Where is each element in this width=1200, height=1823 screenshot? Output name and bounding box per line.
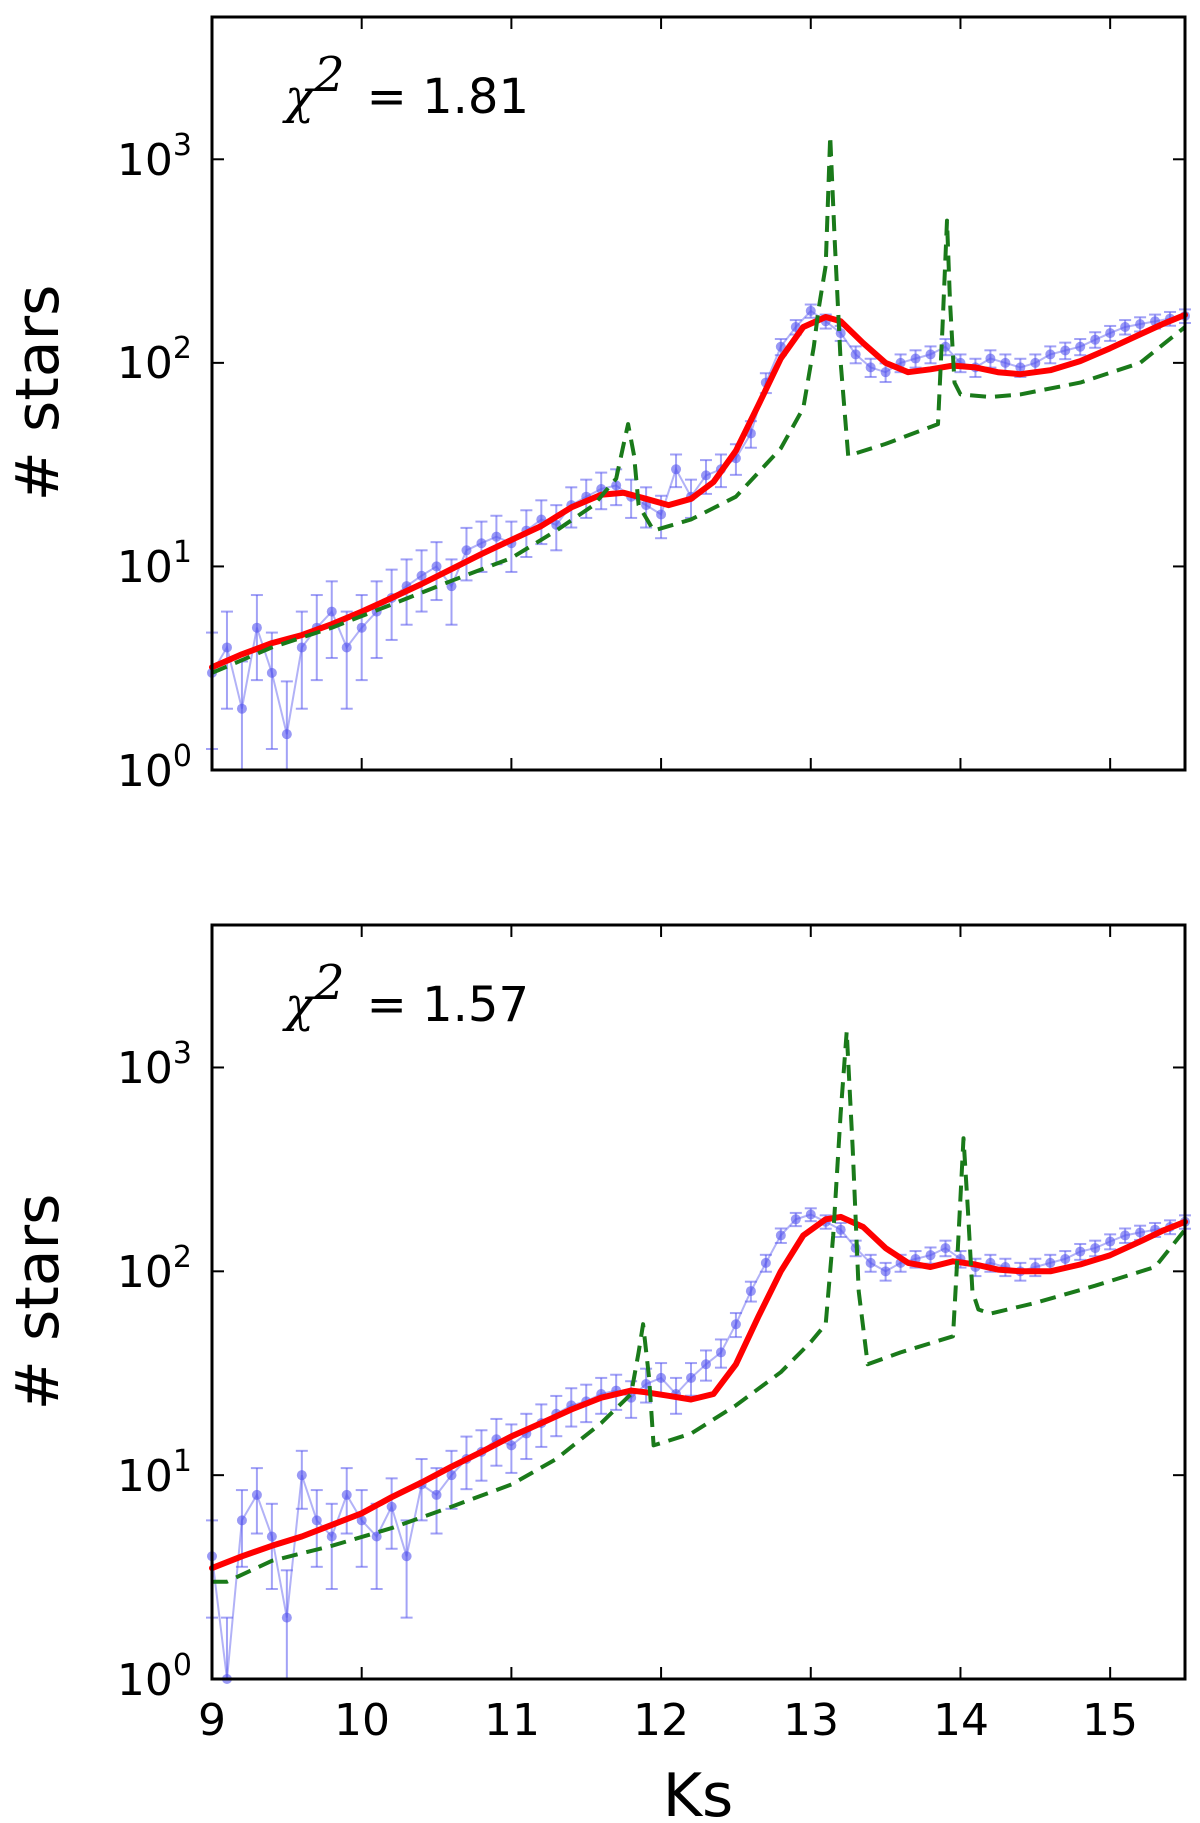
bottom-data-point	[430, 1467, 443, 1535]
bottom-data-point	[864, 1253, 877, 1273]
bottom-ytick-label-100: 102	[117, 1240, 192, 1298]
bottom-data-point	[774, 1227, 787, 1244]
top-data-point	[250, 594, 263, 682]
bottom-model-dashed-line	[212, 1029, 1187, 1584]
top-data-point	[1014, 357, 1027, 378]
top-ytick-label-100: 102	[117, 331, 192, 389]
chart-panel-top: 100 101 102 103 # stars χ2 = 1.81	[3, 15, 1191, 797]
bottom-data-point	[250, 1467, 263, 1535]
bottom-model-line	[209, 1213, 1188, 1572]
top-data-point	[265, 631, 278, 751]
top-data-point	[370, 580, 383, 659]
top-data-point	[430, 541, 443, 602]
top-data-series	[206, 303, 1191, 771]
bottom-xtick-label-11: 11	[484, 1695, 540, 1746]
bottom-xtick-label-10: 10	[334, 1695, 390, 1746]
top-chi2-annotation: χ2 = 1.81	[282, 47, 529, 125]
bottom-chi2-annotation: χ2 = 1.57	[282, 955, 529, 1033]
bottom-data-point	[804, 1207, 817, 1223]
bottom-xtick-label-13: 13	[783, 1695, 839, 1746]
bottom-series-layer	[206, 1029, 1191, 1684]
top-ytick-label-1: 100	[117, 739, 192, 797]
top-data-point	[325, 580, 338, 659]
top-data-point	[295, 610, 308, 710]
bottom-data-line	[211, 1213, 1186, 1680]
bottom-data-point	[415, 1458, 428, 1522]
bottom-xtick-label-12: 12	[633, 1695, 689, 1746]
top-ytick-label-10: 101	[117, 535, 192, 593]
top-plot-frame	[210, 15, 1187, 772]
bottom-data-point	[879, 1261, 892, 1282]
top-data-point	[924, 345, 937, 365]
top-data-point	[490, 514, 503, 566]
bottom-data-point	[505, 1423, 518, 1474]
top-data-point	[505, 520, 518, 573]
top-data-point	[864, 357, 877, 378]
bottom-data-point	[939, 1239, 952, 1258]
top-data-point	[235, 660, 248, 771]
bottom-data-point	[1119, 1227, 1132, 1244]
bottom-data-point	[834, 1221, 847, 1239]
bottom-xtick-label-9: 9	[198, 1695, 226, 1746]
top-data-point	[280, 680, 293, 771]
bottom-ytick-label-10: 101	[117, 1444, 192, 1502]
top-data-point	[1044, 345, 1057, 365]
x-axis-label: Ks	[663, 1761, 734, 1823]
top-ylabel: # stars	[3, 285, 73, 502]
top-ticks	[211, 17, 1185, 771]
top-data-point	[460, 526, 473, 582]
top-data-point	[670, 453, 683, 489]
top-series-layer	[206, 134, 1191, 771]
bottom-data-point	[1104, 1233, 1117, 1251]
top-data-point	[1104, 324, 1117, 342]
bottom-data-point	[655, 1362, 668, 1397]
top-data-point	[1074, 338, 1087, 357]
top-data-point	[475, 520, 488, 573]
top-data-point	[984, 349, 997, 369]
top-data-point	[1089, 331, 1102, 349]
bottom-data-point	[340, 1467, 353, 1535]
bottom-ylabel: # stars	[3, 1194, 73, 1411]
bottom-xtick-label-15: 15	[1082, 1695, 1138, 1746]
top-ytick-label-1000: 103	[117, 128, 192, 186]
bottom-data-series	[206, 1207, 1191, 1684]
top-data-point	[849, 345, 862, 365]
bottom-data-point	[355, 1489, 368, 1568]
bottom-data-point	[1089, 1239, 1102, 1258]
bottom-data-point	[744, 1280, 757, 1303]
top-data-point	[909, 349, 922, 369]
bottom-data-point	[729, 1312, 742, 1339]
bottom-data-point	[295, 1449, 308, 1510]
top-data-point	[879, 362, 892, 384]
top-data-point	[1059, 341, 1072, 361]
bottom-plot-frame	[210, 923, 1187, 1681]
bottom-ytick-label-1000: 103	[117, 1036, 192, 1094]
top-data-point	[640, 486, 653, 529]
bottom-data-point	[385, 1477, 398, 1550]
top-data-point	[340, 610, 353, 710]
top-data-point	[804, 303, 817, 319]
top-data-point	[310, 594, 323, 682]
bottom-data-point	[714, 1338, 727, 1369]
top-data-point	[1119, 319, 1132, 336]
bottom-data-point	[370, 1502, 383, 1590]
bottom-data-point	[759, 1253, 772, 1273]
bottom-ytick-label-1: 100	[117, 1648, 192, 1706]
bottom-data-point	[924, 1246, 937, 1265]
top-model-line	[209, 311, 1188, 671]
bottom-data-point	[789, 1211, 802, 1228]
bottom-xtick-label-14: 14	[933, 1695, 989, 1746]
top-model-dashed-line	[211, 134, 1187, 675]
bottom-data-point	[445, 1449, 458, 1510]
bottom-ticks	[211, 925, 1185, 1680]
chart-panel-bottom: 100 101 102 103 9 10 11 12 13 14 15 # st…	[3, 923, 1191, 1823]
bottom-data-point	[699, 1349, 712, 1382]
bottom-data-point	[685, 1362, 698, 1397]
bottom-data-point	[1074, 1242, 1087, 1261]
